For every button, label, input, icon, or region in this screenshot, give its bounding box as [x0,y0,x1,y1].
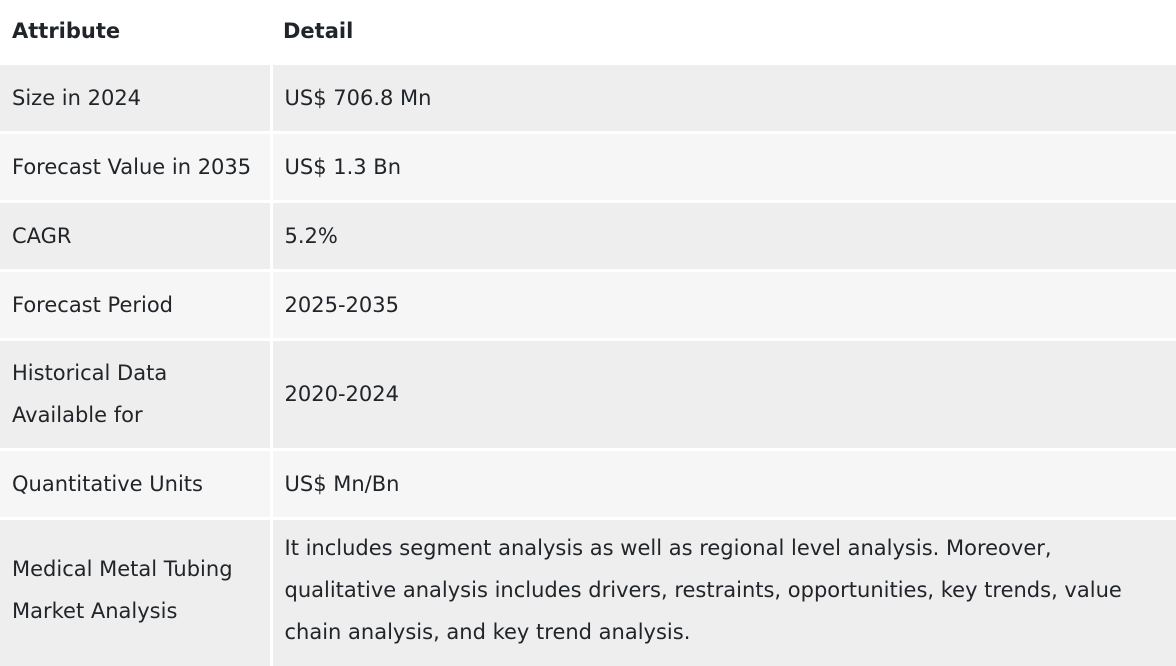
attribute-cell: Quantitative Units [0,447,273,518]
detail-cell: 2020-2024 [271,337,1176,449]
table-row: Size in 2024 US$ 706.8 Mn [0,61,1176,132]
detail-cell: 5.2% [271,199,1176,270]
attribute-cell: CAGR [0,199,273,270]
table-row: Historical Data Available for 2020-2024 [0,337,1176,449]
detail-cell: US$ 1.3 Bn [271,130,1176,201]
table-row: CAGR 5.2% [0,199,1176,270]
header-attribute: Attribute [0,0,271,63]
attribute-cell: Size in 2024 [0,61,273,132]
attribute-cell: Historical Data Available for [0,337,273,449]
detail-cell: It includes segment analysis as well as … [271,516,1176,666]
table-row: Medical Metal Tubing Market Analysis It … [0,516,1176,666]
attribute-cell: Forecast Period [0,268,273,339]
table-header-row: Attribute Detail [0,0,1176,63]
header-detail: Detail [271,0,1176,63]
table-row: Forecast Period 2025-2035 [0,268,1176,339]
attribute-cell: Medical Metal Tubing Market Analysis [0,516,273,666]
attribute-cell: Forecast Value in 2035 [0,130,273,201]
table-row: Forecast Value in 2035 US$ 1.3 Bn [0,130,1176,201]
detail-cell: US$ 706.8 Mn [271,61,1176,132]
table-row: Quantitative Units US$ Mn/Bn [0,447,1176,518]
detail-cell: 2025-2035 [271,268,1176,339]
detail-cell: US$ Mn/Bn [271,447,1176,518]
